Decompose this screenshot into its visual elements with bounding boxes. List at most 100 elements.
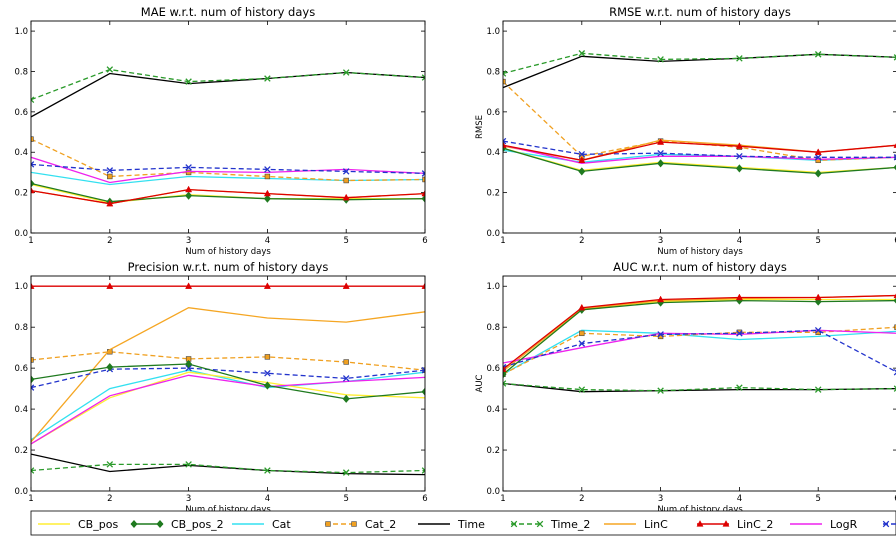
data-point-cb-pos-2 xyxy=(814,169,822,178)
y-tick-label: 0.4 xyxy=(486,405,500,415)
data-point-cat-2 xyxy=(264,173,271,180)
data-point-logr-2 xyxy=(814,154,822,161)
series-line-logr-2 xyxy=(31,163,425,175)
x-tick-label: 6 xyxy=(422,494,427,504)
legend-marker xyxy=(351,521,357,527)
legend-entry-logr-2: LogR_2 xyxy=(882,520,896,528)
data-point-linc-2 xyxy=(185,185,193,193)
legend-marker xyxy=(510,520,518,528)
plot-frame xyxy=(30,20,426,234)
y-tick-label: 0.4 xyxy=(14,405,28,415)
series-line-time-2 xyxy=(31,68,425,101)
legend-entry-cat: Cat xyxy=(232,518,291,531)
x-tick-label: 2 xyxy=(579,494,584,504)
x-tick-label: 5 xyxy=(343,494,348,504)
data-point-linc-2 xyxy=(814,293,822,301)
data-point-time-2 xyxy=(814,386,822,393)
data-point-linc-2 xyxy=(263,282,271,289)
data-point-cb-pos-2 xyxy=(342,394,350,403)
series-line-time xyxy=(503,53,896,89)
legend-entry-time-2: Time_2 xyxy=(510,518,590,531)
series-line-cat-2 xyxy=(503,81,896,161)
data-point-cat-2 xyxy=(343,359,349,365)
x-tick-label: 2 xyxy=(579,236,584,246)
series-group xyxy=(31,282,425,476)
data-point-logr-2 xyxy=(736,153,743,160)
chart-panel-2: RMSE w.r.t. num of history days 0.0 0.2 0.4… xyxy=(475,5,896,257)
data-point-logr-2 xyxy=(578,150,586,158)
x-tick-label: 1 xyxy=(500,494,505,504)
data-point-logr-2 xyxy=(185,164,192,171)
series-group xyxy=(503,293,896,394)
series-line-cb-pos-2 xyxy=(503,147,896,175)
series-line-time-2 xyxy=(503,382,896,392)
data-point-linc-2 xyxy=(342,193,350,201)
data-point-linc-2 xyxy=(421,189,425,197)
series-line-cb-pos-2 xyxy=(503,299,896,375)
data-point-cb-pos-2 xyxy=(503,370,507,379)
y-tick-label: 1.0 xyxy=(486,282,500,292)
data-point-logr-2 xyxy=(736,330,743,337)
data-point-linc-2 xyxy=(421,282,425,289)
data-point-time-2 xyxy=(893,385,896,392)
data-point-linc-2 xyxy=(31,186,35,194)
chart-panel-1: MAE w.r.t. num of history days 0.0 0.2 0.4 0… xyxy=(14,5,427,257)
legend-label: Time_2 xyxy=(550,518,590,531)
data-point-cat-2 xyxy=(422,176,425,183)
data-point-cat-2 xyxy=(185,169,192,176)
data-point-logr-2 xyxy=(578,340,586,347)
data-point-logr-2 xyxy=(185,364,192,372)
series-line-cat xyxy=(503,329,896,375)
data-point-logr-2 xyxy=(342,375,350,382)
plot-frame xyxy=(502,20,896,234)
data-point-cb-pos-2 xyxy=(893,164,896,171)
x-tick-label: 5 xyxy=(815,236,820,246)
series-line-cb-pos xyxy=(503,147,896,174)
data-point-cb-pos-2 xyxy=(31,375,35,384)
series-line-cb-pos-2 xyxy=(31,182,425,203)
legend-marker xyxy=(696,520,704,527)
data-point-time-2 xyxy=(421,467,425,474)
y-tick-label: 0.2 xyxy=(486,189,500,199)
legend-entry-logr: LogR xyxy=(790,518,858,531)
x-axis-label: Num of history days xyxy=(185,505,271,515)
y-tick-label: 0.0 xyxy=(486,229,500,239)
data-point-cb-pos-2 xyxy=(735,164,743,173)
data-point-logr-2 xyxy=(657,149,664,157)
data-point-linc-2 xyxy=(578,303,586,311)
data-point-cb-pos-2 xyxy=(421,194,425,203)
x-tick-label: 3 xyxy=(658,236,663,246)
data-point-logr-2 xyxy=(264,166,271,173)
series-line-time xyxy=(31,71,425,118)
legend-marker xyxy=(882,520,890,528)
data-point-time-2 xyxy=(578,50,586,57)
data-point-cb-pos-2 xyxy=(578,167,586,176)
series-group xyxy=(31,66,425,207)
y-tick-label: 0.8 xyxy=(486,67,500,77)
x-tick-label: 3 xyxy=(186,236,191,246)
legend-label: LogR xyxy=(830,518,858,531)
data-point-logr-2 xyxy=(503,137,507,145)
data-point-time-2 xyxy=(736,384,743,391)
data-point-cb-pos-2 xyxy=(31,179,35,188)
y-tick-label: 0.0 xyxy=(486,487,500,497)
x-tick-label: 3 xyxy=(186,494,191,504)
series-line-cat-2 xyxy=(31,351,425,371)
data-point-cb-pos-2 xyxy=(185,359,193,369)
data-point-time-2 xyxy=(264,75,271,82)
legend-marker xyxy=(130,519,138,529)
x-tick-label: 6 xyxy=(422,236,427,246)
x-tick-label: 5 xyxy=(343,236,348,246)
x-tick-label: 4 xyxy=(737,236,742,246)
y-tick-label: 0.0 xyxy=(14,487,28,497)
series-line-cat-2 xyxy=(31,138,425,182)
chart-title: RMSE w.r.t. num of history days xyxy=(609,5,791,19)
data-point-linc-2 xyxy=(503,365,507,372)
data-point-logr-2 xyxy=(421,170,425,177)
data-point-time-2 xyxy=(342,469,350,476)
x-tick-label: 1 xyxy=(28,494,33,504)
x-axis-label: Num of history days xyxy=(185,247,271,257)
series-line-logr-2 xyxy=(503,329,896,373)
series-line-cb-pos xyxy=(31,371,425,445)
